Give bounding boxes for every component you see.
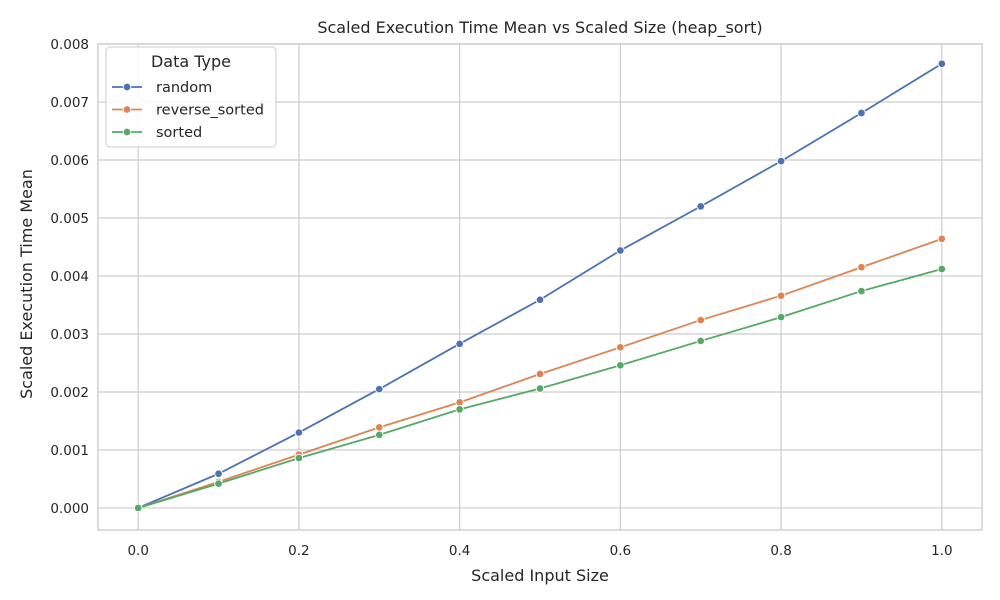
legend-marker: [122, 105, 132, 114]
data-point: [857, 263, 866, 272]
y-tick-label: 0.004: [50, 269, 89, 285]
data-point: [214, 479, 223, 488]
legend-marker: [122, 127, 132, 137]
legend-entry-reverse-sorted: reverse_sorted: [112, 103, 264, 119]
legend-entry-sorted: sorted: [112, 125, 202, 141]
series-sorted: [133, 264, 947, 513]
data-point: [294, 453, 304, 463]
legend-label: random: [156, 80, 212, 96]
y-tick-label: 0.003: [50, 327, 89, 343]
data-point: [857, 108, 866, 118]
data-point: [937, 234, 947, 244]
y-tick-labels: 0.000 0.001 0.002 0.003 0.004 0.005 0.006 0.007…: [50, 37, 89, 517]
data-point: [696, 315, 705, 325]
data-point: [937, 264, 947, 274]
data-point: [776, 156, 786, 166]
data-point: [535, 295, 545, 305]
data-point: [455, 398, 464, 407]
data-point: [375, 423, 384, 432]
y-tick-label: 0.007: [50, 95, 89, 111]
x-tick-label: 0.4: [449, 543, 470, 559]
y-tick-label: 0.006: [50, 153, 89, 169]
x-tick-labels: 0.0 0.2 0.4 0.6 0.8 1.0: [127, 543, 952, 559]
data-point: [937, 59, 947, 68]
data-point: [616, 246, 625, 255]
plot-border: [97, 43, 983, 531]
data-point: [857, 286, 866, 296]
x-tick-label: 0.2: [288, 543, 309, 559]
series-layer: [133, 59, 947, 513]
y-tick-label: 0.005: [50, 211, 89, 227]
x-tick-label: 0.6: [610, 543, 631, 559]
data-point: [616, 343, 625, 352]
data-point: [375, 384, 384, 394]
y-tick-label: 0.000: [50, 501, 89, 517]
chart-title: Scaled Execution Time Mean vs Scaled Siz…: [317, 18, 762, 38]
y-axis-title: Scaled Execution Time Mean: [17, 169, 36, 399]
x-tick-label: 1.0: [931, 543, 952, 559]
data-point: [455, 339, 464, 349]
data-point: [696, 336, 705, 346]
legend-entry-random: random: [112, 80, 212, 96]
plot-frame: [97, 43, 983, 531]
legend-marker: [122, 82, 132, 92]
legend-title: Data Type: [151, 52, 231, 71]
data-point: [535, 384, 545, 393]
data-point: [294, 428, 304, 437]
x-tick-label: 0.0: [127, 543, 148, 559]
data-point: [214, 469, 223, 478]
data-point: [535, 369, 545, 379]
legend-label: reverse_sorted: [156, 103, 264, 119]
legend-box: [105, 46, 277, 148]
data-point: [375, 430, 384, 440]
y-tick-label: 0.008: [50, 37, 89, 53]
data-point: [776, 312, 786, 322]
y-tick-label: 0.001: [50, 443, 89, 459]
data-point: [133, 503, 143, 513]
y-tick-label: 0.002: [50, 385, 89, 401]
data-point: [455, 405, 464, 414]
legend-label: sorted: [156, 125, 202, 141]
data-point: [696, 202, 705, 211]
data-point: [776, 291, 786, 300]
x-axis-title: Scaled Input Size: [471, 566, 609, 585]
data-point: [616, 361, 625, 370]
x-tick-label: 0.8: [770, 543, 791, 559]
